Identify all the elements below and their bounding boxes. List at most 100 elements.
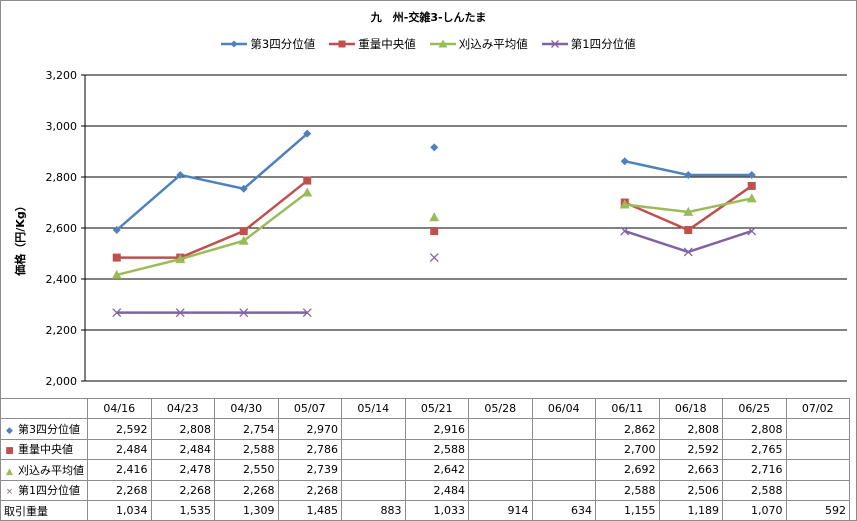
- series-line: [115, 132, 309, 231]
- data-label: 2,484: [404, 479, 469, 501]
- data-label: 883: [341, 499, 406, 521]
- table-row: ◆ 第3四分位値 2,592 2,808 2,754 2,970 2,916 2,862 2,8…: [0, 418, 850, 440]
- y-tick-label: 2,800: [46, 171, 78, 184]
- legend-key-icon: ■: [5, 446, 14, 457]
- data-label: 2,592: [658, 438, 723, 461]
- point-marker: [438, 39, 448, 48]
- data-label: [785, 438, 850, 461]
- point-marker: [175, 254, 186, 264]
- legend-swatch: [429, 39, 456, 48]
- table-row: ■ 重量中央値 2,484 2,484 2,588 2,786 2,588 2,700 2,59…: [0, 438, 850, 461]
- data-label: 2,592: [87, 418, 152, 440]
- point-marker: [684, 226, 693, 235]
- data-label: [785, 459, 850, 481]
- data-label: [468, 438, 533, 461]
- legend-label: 第3四分位値: [250, 37, 316, 51]
- point-marker: [238, 235, 249, 245]
- point-marker: [683, 247, 693, 257]
- point-marker: [112, 253, 121, 262]
- x-tick-label: 05/21: [404, 397, 469, 420]
- point-marker: [684, 170, 693, 179]
- legend-label: 重量中央値: [358, 37, 416, 51]
- point-marker: [176, 170, 185, 179]
- x-tick-label: 05/28: [468, 397, 533, 420]
- series-name: 重量中央値: [18, 443, 73, 457]
- legend-swatch: [221, 40, 248, 48]
- y-tick-label: 2,200: [46, 324, 78, 337]
- legend-swatch: [329, 40, 356, 48]
- data-label: [531, 418, 596, 440]
- series-line: [624, 229, 753, 254]
- series-3: [111, 187, 757, 279]
- table-row-label: 取引重量: [0, 499, 88, 521]
- point-marker: [111, 269, 122, 279]
- data-label: 2,739: [277, 459, 342, 481]
- data-label: 2,916: [404, 418, 469, 440]
- data-label: [341, 479, 406, 501]
- data-label: 1,535: [150, 499, 215, 521]
- point-marker: [112, 308, 122, 318]
- legend-item: 第3四分位値: [221, 36, 315, 52]
- legend-key-icon: ×: [5, 487, 14, 498]
- point-marker: [747, 226, 757, 236]
- table-row: × 第1四分位値 2,268 2,268 2,268 2,268 2,484 2,588 2,5…: [0, 479, 850, 501]
- data-label: 1,033: [404, 499, 469, 521]
- data-label: 1,034: [87, 499, 152, 521]
- x-tick-label: 05/07: [277, 397, 342, 420]
- y-tick-label: 2,600: [46, 222, 78, 235]
- data-label: 2,700: [595, 438, 660, 461]
- table-row-label: ■ 重量中央値: [0, 438, 88, 461]
- data-label: 2,588: [595, 479, 660, 501]
- x-tick-label: 06/18: [658, 397, 723, 420]
- data-table-header-row: 04/16 04/23 04/30 05/07 05/14 05/21 05/28 06/04…: [0, 397, 850, 420]
- data-label: 2,808: [658, 418, 723, 440]
- data-label: 2,268: [87, 479, 152, 501]
- data-label: 2,484: [150, 438, 215, 461]
- legend-label: 刈込み平均値: [458, 37, 528, 51]
- x-tick-label: 06/25: [722, 397, 787, 420]
- data-label: 2,716: [722, 459, 787, 481]
- series-line: [116, 191, 309, 277]
- point-marker: [683, 206, 694, 216]
- data-label: [785, 418, 850, 440]
- data-label: 2,808: [150, 418, 215, 440]
- data-label: 2,268: [214, 479, 279, 501]
- x-tick-label: 04/30: [214, 397, 279, 420]
- data-label: [341, 418, 406, 440]
- data-label: [468, 479, 533, 501]
- data-label: 2,416: [87, 459, 152, 481]
- data-label: [468, 459, 533, 481]
- plot-area: 2,000 2,200 2,400 2,600 2,800 3,000 3,200: [46, 69, 847, 388]
- data-label: [531, 459, 596, 481]
- data-label: 2,765: [722, 438, 787, 461]
- point-marker: [302, 308, 312, 318]
- data-label: 1,155: [595, 499, 660, 521]
- data-label: 2,268: [150, 479, 215, 501]
- data-label: 2,588: [722, 479, 787, 501]
- data-label: 2,268: [277, 479, 342, 501]
- chart-legend: 第3四分位値 重量中央値 刈込み平均値 第1四分位値: [0, 36, 857, 52]
- data-label: 2,692: [595, 459, 660, 481]
- data-label: 2,550: [214, 459, 279, 481]
- point-marker: [746, 193, 757, 203]
- data-label: 2,484: [87, 438, 152, 461]
- legend-key-icon: ▲: [6, 466, 13, 477]
- point-marker: [112, 226, 121, 235]
- data-label: 2,663: [658, 459, 723, 481]
- y-tick-label: 3,200: [46, 69, 78, 82]
- data-label: 2,478: [150, 459, 215, 481]
- data-label: 2,642: [404, 459, 469, 481]
- point-marker: [230, 40, 238, 48]
- table-row: 取引重量 1,034 1,535 1,309 1,485 883 1,033 914 634 1,…: [0, 499, 850, 521]
- data-label: 2,786: [277, 438, 342, 461]
- point-marker: [550, 40, 559, 48]
- y-tick-label: 2,400: [46, 273, 78, 286]
- series-name: 刈込み平均値: [18, 463, 84, 477]
- point-marker: [620, 157, 629, 166]
- x-tick-label: 04/23: [150, 397, 215, 420]
- data-label: 2,808: [722, 418, 787, 440]
- chart-title: 九 州-交雑3-しんたま: [370, 11, 487, 24]
- data-label: 2,754: [214, 418, 279, 440]
- point-marker: [175, 308, 185, 318]
- table-row: ▲ 刈込み平均値 2,416 2,478 2,550 2,739 2,642 2,692 2,6…: [0, 459, 850, 481]
